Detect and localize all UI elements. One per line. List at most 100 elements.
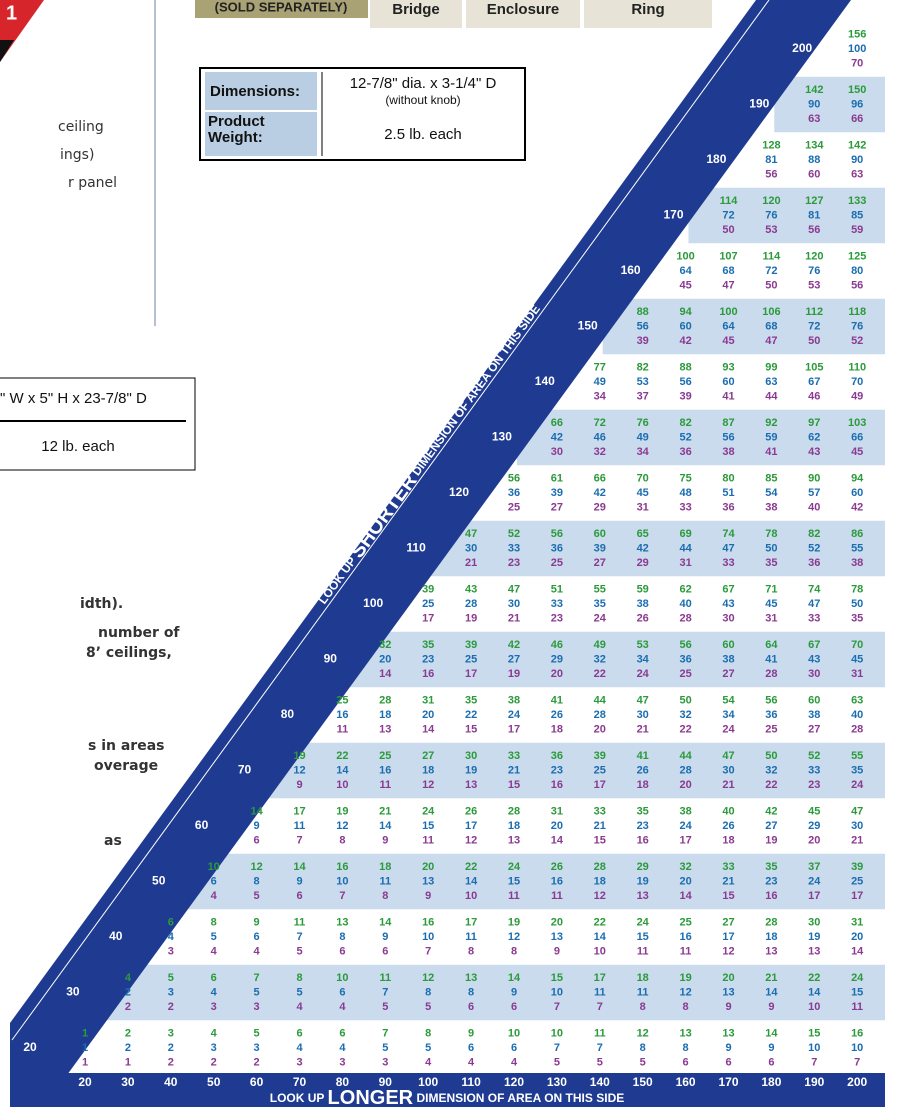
cell-value: 35	[594, 598, 606, 610]
cell-value: 42	[637, 542, 649, 554]
cell-value: 26	[722, 820, 734, 832]
text: ings)	[60, 147, 94, 163]
cell-value: 118	[848, 306, 866, 318]
cell-value: 12	[679, 986, 691, 998]
logo-tip	[0, 40, 14, 62]
cell-value: 25	[851, 875, 863, 887]
cell-value: 90	[808, 472, 820, 484]
cell-value: 5	[425, 1001, 431, 1013]
cell-value: 88	[637, 306, 649, 318]
cell-value: 21	[722, 875, 734, 887]
cell-value: 14	[336, 764, 349, 776]
cell-value: 23	[551, 764, 563, 776]
cell-value: 10	[808, 1042, 820, 1054]
cell-value: 10	[594, 945, 606, 957]
cell-value: 6	[768, 1056, 774, 1068]
cell-value: 28	[594, 709, 606, 721]
cell-value: 20	[422, 709, 434, 721]
cell-value: 25	[679, 668, 691, 680]
cell-value: 5	[254, 890, 260, 902]
cell-value: 4	[296, 1001, 303, 1013]
cell-value: 6	[468, 1042, 474, 1054]
cell-value: 24	[851, 972, 864, 984]
cell-value: 46	[551, 639, 563, 651]
cell-value: 30	[722, 612, 734, 624]
cell-value: 42	[508, 639, 520, 651]
row-label: 30	[66, 985, 80, 999]
cell-value: 12	[422, 972, 434, 984]
cell-value: 14	[293, 861, 306, 873]
column-label: 20	[78, 1075, 92, 1089]
cell-value: 81	[765, 154, 777, 166]
cell-value: 15	[422, 820, 434, 832]
cell-value: 18	[422, 764, 434, 776]
cell-value: 5	[597, 1056, 603, 1068]
cell-value: 35	[637, 805, 649, 817]
cell-value: 3	[168, 945, 174, 957]
cell-value: 45	[851, 653, 863, 665]
cell-value: 29	[808, 820, 820, 832]
cell-value: 18	[722, 834, 734, 846]
cell-value: 6	[211, 875, 217, 887]
cell-value: 38	[508, 694, 520, 706]
cell-value: 9	[768, 1042, 774, 1054]
cell-value: 10	[851, 1042, 863, 1054]
cell-value: 20	[379, 653, 391, 665]
cell-value: 2	[168, 1056, 174, 1068]
cell-value: 22	[679, 723, 691, 735]
cell-value: 6	[254, 834, 260, 846]
cell-value: 28	[594, 861, 606, 873]
cell-value: 40	[808, 501, 820, 513]
cell-value: 100	[848, 43, 866, 55]
cell-value: 17	[508, 723, 520, 735]
label-part: LOOK UP	[270, 1091, 328, 1105]
cell-value: 68	[722, 265, 734, 277]
cell-value: 70	[637, 472, 649, 484]
cell-value: 17	[594, 779, 606, 791]
cell-value: 14	[765, 986, 778, 998]
cell-value: 36	[679, 653, 691, 665]
cell-value: 56	[551, 528, 563, 540]
cell-value: 50	[765, 750, 777, 762]
cell-value: 50	[722, 224, 734, 236]
cell-value: 36	[722, 501, 734, 513]
cell-value: 20	[851, 931, 863, 943]
cell-value: 6	[339, 1027, 345, 1039]
cell-value: 36	[551, 750, 563, 762]
cell-value: 14	[465, 875, 478, 887]
cell-value: 75	[679, 472, 691, 484]
row-stripe	[774, 76, 885, 133]
cell-value: 5	[296, 945, 302, 957]
cell-value: 11	[465, 931, 477, 943]
cell-value: 25	[551, 557, 563, 569]
cell-value: 1	[82, 1042, 88, 1054]
cell-value: 13	[422, 875, 434, 887]
cell-value: 18	[637, 972, 649, 984]
cell-value: 49	[851, 390, 863, 402]
cell-value: 59	[765, 431, 777, 443]
cell-value: 8	[339, 834, 345, 846]
cell-value: 32	[379, 639, 391, 651]
cell-value: 22	[594, 668, 606, 680]
cell-value: 3	[168, 986, 174, 998]
cell-value: 22	[808, 972, 820, 984]
cell-value: 13	[465, 779, 477, 791]
cell-value: 33	[808, 764, 820, 776]
cell-value: 29	[637, 861, 649, 873]
cell-value: 11	[379, 779, 391, 791]
row-label: 100	[363, 596, 383, 610]
spec-label-col	[205, 72, 317, 156]
diagonal-band	[10, 0, 851, 1075]
cell-value: 50	[765, 279, 777, 291]
cell-value: 54	[765, 487, 778, 499]
left-top-text: ceiling ings) r panel	[58, 119, 117, 191]
cell-value: 66	[851, 113, 863, 125]
cell-value: 20	[551, 668, 563, 680]
cell-value: 28	[765, 916, 777, 928]
cell-value: 4	[339, 1001, 346, 1013]
cell-value: 4	[339, 1042, 346, 1054]
column-label: 170	[718, 1075, 738, 1089]
cell-value: 45	[765, 598, 777, 610]
cell-value: 16	[637, 834, 649, 846]
